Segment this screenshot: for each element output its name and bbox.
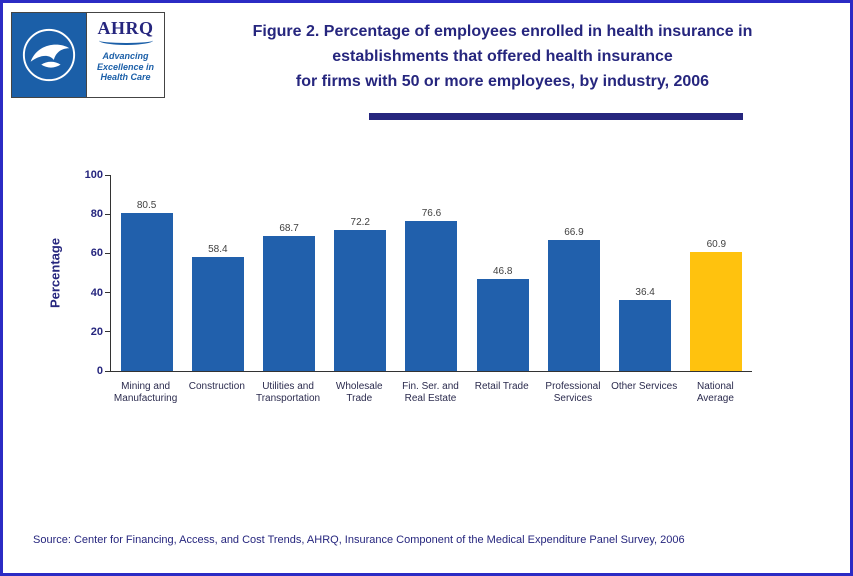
bars-row: 80.5 58.4 68.7 72.2 76.6 46.8 66.9 36.4 60.9 [111, 175, 752, 371]
y-tick-mark [105, 292, 111, 294]
figure-title-line-1: Figure 2. Percentage of employees enroll… [252, 23, 753, 40]
bar [120, 213, 173, 371]
x-axis-label: Professional Services [545, 381, 601, 404]
x-axis-label: Construction [188, 381, 245, 392]
y-tick-label: 40 [90, 286, 103, 299]
bar-value-label: 66.9 [564, 226, 584, 238]
bar-group: 58.4 [182, 243, 253, 371]
bar-value-label: 80.5 [136, 200, 157, 212]
x-axis-label: Fin. Ser. and Real Estate [402, 381, 459, 404]
figure-title: Figure 2. Percentage of employees enroll… [173, 19, 832, 94]
figure-title-line-2: establishments that offered health insur… [332, 48, 673, 65]
bar-group: 60.9 [681, 239, 752, 371]
bar-value-label: 60.9 [706, 238, 727, 250]
bar [334, 229, 387, 371]
bar [619, 299, 672, 371]
hhs-eagle-icon [22, 28, 76, 82]
ahrq-wordmark: AHRQ [97, 18, 154, 38]
y-tick-mark [105, 252, 111, 254]
bar-value-label: 72.2 [350, 216, 370, 228]
x-axis-label: Mining and Manufacturing [113, 381, 178, 404]
figure-title-line-3: for firms with 50 or more employees, by … [295, 73, 710, 90]
title-divider [369, 113, 743, 120]
x-axis-label: Retail Trade [474, 381, 529, 392]
bar-value-label: 36.4 [635, 286, 655, 298]
y-axis-title: Percentage [47, 237, 63, 309]
plot-area: 80.5 58.4 68.7 72.2 76.6 46.8 66.9 36.4 60.9 0 20… [85, 169, 752, 377]
bar-group: 80.5 [111, 200, 182, 371]
x-axis-label: Other Services [611, 381, 678, 392]
bar [263, 236, 316, 371]
ahrq-logo: AHRQ Advancing Excellence in Health Care [86, 13, 164, 97]
bar-value-label: 76.6 [421, 207, 442, 219]
x-axis-labels: Mining and Manufacturing Construction Util… [110, 381, 751, 405]
x-axis-label: Wholesale Trade [335, 381, 383, 404]
bar-group: 68.7 [253, 223, 324, 371]
y-tick-label: 80 [90, 208, 103, 221]
logo-block: AHRQ Advancing Excellence in Health Care [11, 12, 165, 98]
ahrq-tagline: Advancing Excellence in Health Care [96, 51, 155, 82]
bar-group: 36.4 [610, 287, 681, 371]
y-tick-label: 0 [96, 365, 103, 377]
bar-value-label: 68.7 [279, 223, 299, 235]
bar-group: 66.9 [538, 227, 609, 371]
bar-chart: Percentage 80.5 58.4 68.7 72.2 76.6 46.8 66.9 3… [3, 169, 850, 451]
bar [476, 279, 529, 371]
x-axis-label: National Average [696, 381, 734, 404]
bar-group: 72.2 [325, 216, 396, 371]
y-tick-mark [105, 213, 111, 215]
y-tick-label: 100 [84, 169, 103, 181]
y-tick-label: 60 [90, 247, 103, 260]
bar [547, 239, 600, 371]
y-tick-mark [105, 331, 111, 333]
bar-group: 46.8 [467, 266, 538, 371]
bar [405, 220, 458, 371]
y-tick-mark [105, 370, 111, 372]
bar-value-label: 58.4 [208, 243, 228, 255]
bar-group: 76.6 [396, 208, 467, 371]
bar [690, 251, 743, 371]
y-tick-mark [105, 174, 111, 176]
x-axis-label: Utilities and Transportation [255, 381, 321, 404]
source-note: Source: Center for Financing, Access, an… [33, 534, 685, 546]
ahrq-swoosh-icon [98, 36, 153, 45]
bar [191, 256, 244, 371]
bar-value-label: 46.8 [492, 266, 513, 278]
hhs-logo [12, 13, 86, 97]
y-tick-label: 20 [90, 325, 103, 338]
